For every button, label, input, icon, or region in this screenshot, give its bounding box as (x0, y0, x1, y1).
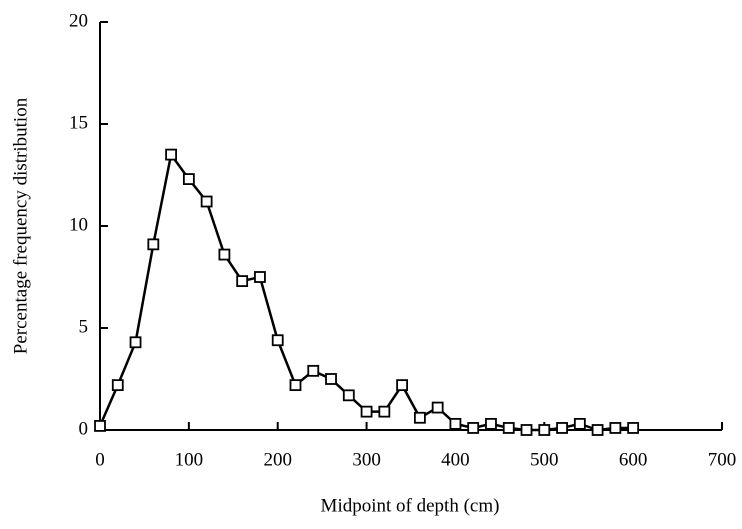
x-tick-label: 100 (175, 449, 204, 470)
marker (254, 271, 266, 283)
marker (129, 336, 142, 349)
y-tick-label: 20 (69, 10, 88, 31)
x-tick-label: 300 (352, 449, 381, 470)
marker (396, 379, 409, 392)
marker (627, 422, 640, 434)
marker (94, 420, 106, 432)
marker (378, 405, 391, 418)
x-axis-label: Midpoint of depth (cm) (321, 495, 500, 516)
y-axis-label: Percentage frequency distribution (10, 97, 31, 354)
marker (538, 424, 551, 436)
line (98, 153, 634, 432)
marker (307, 364, 320, 377)
y-tick-label: 10 (69, 214, 88, 235)
x-tick-label: 0 (95, 449, 105, 470)
marker (573, 417, 586, 430)
x-tick-label: 400 (441, 449, 470, 470)
x-tick-label: 500 (530, 449, 559, 470)
x-tick-label: 700 (708, 449, 737, 470)
marker (485, 417, 497, 430)
y-tick-label: 15 (69, 112, 88, 133)
x-tick-label: 200 (263, 449, 292, 470)
marker (431, 401, 444, 414)
y-tick-label: 5 (79, 316, 89, 337)
marker (236, 275, 249, 287)
marker (342, 389, 355, 402)
x-tick-label: 600 (619, 449, 648, 470)
marker (289, 379, 302, 392)
marker (165, 148, 177, 161)
marker (609, 422, 622, 434)
marker (413, 411, 426, 424)
marker (147, 238, 160, 251)
marker (520, 424, 533, 436)
marker (271, 334, 284, 347)
marker (218, 248, 231, 261)
marker (591, 424, 604, 436)
marker (182, 173, 195, 185)
marker (467, 422, 480, 434)
marker (502, 422, 515, 434)
marker (556, 422, 568, 434)
marker (111, 379, 124, 392)
marker (325, 373, 337, 385)
marker (449, 417, 462, 430)
marker (360, 405, 373, 418)
y-tick-label: 0 (79, 418, 89, 439)
marker (200, 195, 213, 208)
